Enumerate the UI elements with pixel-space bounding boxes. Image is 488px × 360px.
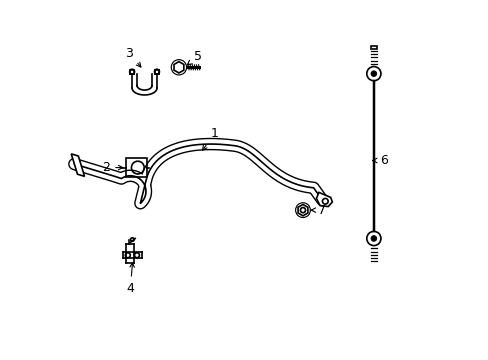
Text: 2: 2	[102, 161, 122, 174]
Text: 5: 5	[187, 50, 202, 65]
Polygon shape	[71, 154, 84, 176]
Text: 6: 6	[372, 154, 387, 167]
Bar	[370, 46, 376, 49]
Text: 4: 4	[126, 263, 134, 294]
Circle shape	[370, 71, 376, 77]
Text: 1: 1	[202, 127, 218, 150]
Circle shape	[370, 236, 376, 241]
Text: 7: 7	[311, 204, 326, 217]
Polygon shape	[316, 192, 332, 207]
Text: 3: 3	[125, 46, 141, 67]
